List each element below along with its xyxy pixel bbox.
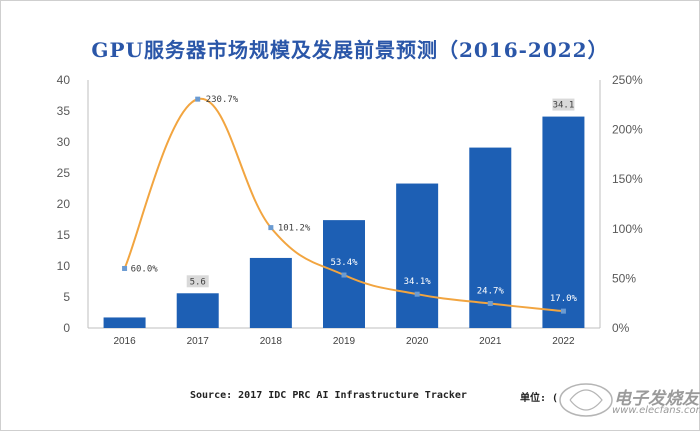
y-right-tick-label: 250% — [612, 73, 643, 87]
y-left-tick-label: 5 — [63, 290, 70, 304]
bar — [542, 116, 585, 328]
chart-axes: 0 5 10 15 20 25 30 35 40 0% 50% 100% 150% 200% 250% 201… — [57, 73, 643, 347]
unit-note: 单位: ( — [520, 393, 559, 404]
y-right-tick-label: 50% — [612, 271, 636, 285]
y-right-tick-label: 100% — [612, 222, 643, 236]
watermark-subtext: www.elecfans.com — [612, 405, 700, 416]
line-data-label: 60.0% — [131, 264, 159, 274]
line-point — [268, 225, 274, 231]
y-left-tick-label: 35 — [57, 104, 71, 118]
x-tick-label: 2018 — [260, 336, 283, 347]
y-left-tick-label: 0 — [63, 321, 70, 335]
bar — [396, 183, 439, 328]
x-tick-label: 2019 — [333, 336, 356, 347]
growth-line-series — [122, 96, 566, 314]
y-left-tick-label: 15 — [57, 228, 71, 242]
x-tick-label: 2021 — [479, 336, 502, 347]
line-data-label: 17.0% — [550, 294, 578, 304]
bar — [469, 147, 512, 328]
watermark-text: 电子发烧友 — [614, 389, 699, 409]
y-left-tick-label: 30 — [57, 135, 71, 149]
watermark-logo-icon — [559, 383, 613, 417]
line-point — [487, 300, 493, 306]
y-right-tick-label: 0% — [612, 321, 630, 335]
bar-label-box — [186, 275, 209, 288]
line-data-label: 53.4% — [330, 258, 358, 268]
line-data-label: 101.2% — [278, 224, 311, 234]
y-right-tick-label: 150% — [612, 172, 643, 186]
line-point — [195, 96, 201, 102]
bar-data-label: 5.6 — [190, 277, 206, 287]
y-right-tick-label: 200% — [612, 123, 643, 137]
x-tick-label: 2017 — [187, 336, 210, 347]
chart-title: GPU服务器市场规模及发展前景预测（2016-2022） — [91, 38, 609, 62]
data-labels: 5.6 34.1 60.0% 230.7% 101.2% 53.4% 34.1% 24.7% 1… — [131, 95, 578, 304]
line-point — [560, 308, 566, 314]
bar-data-label: 34.1 — [553, 101, 575, 111]
bar — [176, 293, 219, 328]
line-point — [122, 265, 128, 271]
bar — [103, 317, 146, 328]
source-note: Source: 2017 IDC PRC AI Infrastructure T… — [190, 390, 467, 401]
line-point — [341, 272, 347, 278]
y-left-tick-label: 25 — [57, 166, 71, 180]
x-tick-label: 2022 — [552, 336, 575, 347]
y-left-tick-label: 10 — [57, 259, 71, 273]
x-tick-label: 2016 — [113, 336, 136, 347]
bar-label-box — [552, 98, 575, 111]
line-point — [414, 291, 420, 297]
line-data-label: 34.1% — [404, 277, 432, 287]
y-left-tick-label: 20 — [57, 197, 71, 211]
growth-line — [123, 98, 564, 313]
line-data-label: 230.7% — [206, 95, 239, 105]
bar-series — [103, 116, 585, 328]
y-left-tick-label: 40 — [57, 73, 71, 87]
line-data-label: 24.7% — [477, 286, 505, 296]
x-tick-label: 2020 — [406, 336, 429, 347]
bar — [249, 257, 292, 328]
